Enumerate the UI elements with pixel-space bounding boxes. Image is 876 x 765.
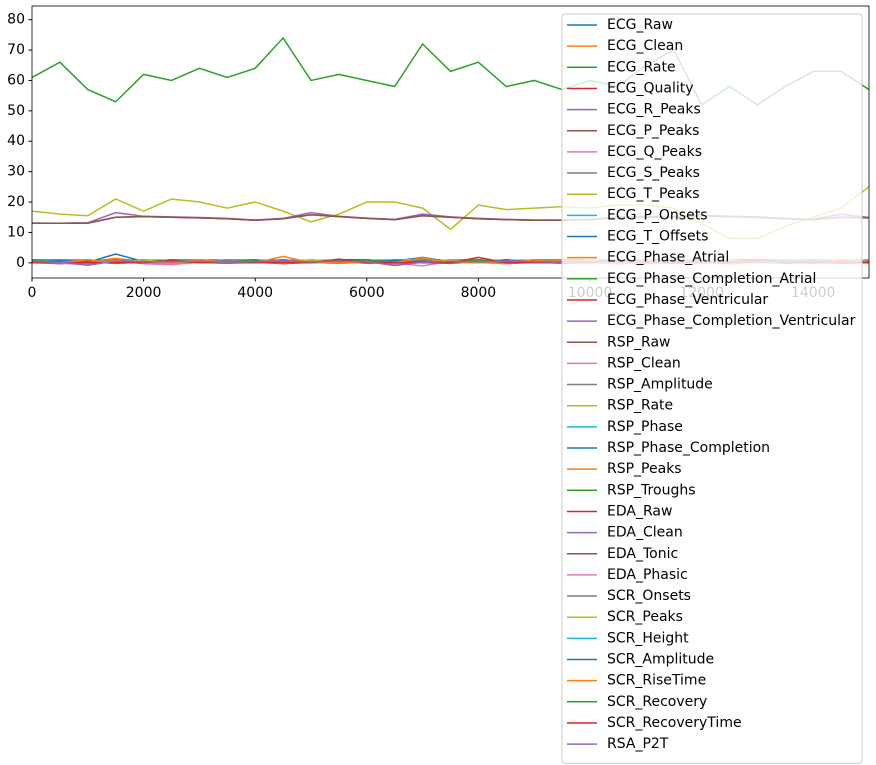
x-tick-label: 2000 <box>126 285 162 301</box>
x-tick-label: 4000 <box>237 285 273 301</box>
legend-label: EDA_Raw <box>607 503 672 519</box>
legend-label: EDA_Clean <box>607 525 683 541</box>
legend-label: SCR_Recovery <box>607 694 707 710</box>
legend-label: RSP_Troughs <box>607 482 696 498</box>
legend-label: ECG_Phase_Completion_Ventricular <box>607 313 856 329</box>
x-tick-label: 0 <box>28 285 37 301</box>
legend-label: ECG_Phase_Atrial <box>607 250 729 266</box>
legend-label: RSP_Rate <box>607 398 673 414</box>
legend-label: SCR_RecoveryTime <box>607 715 742 731</box>
legend-label: RSP_Raw <box>607 334 671 350</box>
legend-label: RSA_P2T <box>607 736 669 752</box>
legend-label: ECG_Q_Peaks <box>607 144 702 160</box>
legend-label: ECG_Phase_Ventricular <box>607 292 768 308</box>
legend-label: SCR_Height <box>607 630 689 646</box>
legend-label: ECG_P_Onsets <box>607 207 708 223</box>
legend-label: SCR_Peaks <box>607 609 683 625</box>
legend-label: EDA_Tonic <box>607 546 678 562</box>
legend-label: ECG_P_Peaks <box>607 123 699 139</box>
legend-label: ECG_R_Peaks <box>607 102 701 118</box>
y-tick-label: 0 <box>16 255 25 271</box>
y-tick-label: 70 <box>7 42 25 58</box>
x-tick-label: 6000 <box>349 285 385 301</box>
y-tick-label: 50 <box>7 103 25 119</box>
legend-label: ECG_Phase_Completion_Atrial <box>607 271 816 287</box>
y-tick-label: 40 <box>7 133 25 149</box>
legend-label: EDA_Phasic <box>607 567 688 583</box>
legend-label: RSP_Phase <box>607 419 683 435</box>
legend-label: SCR_Onsets <box>607 588 691 604</box>
legend-label: SCR_RiseTime <box>607 673 706 689</box>
legend-label: RSP_Clean <box>607 355 681 371</box>
legend-label: ECG_S_Peaks <box>607 165 700 181</box>
legend-label: ECG_Quality <box>607 80 694 96</box>
legend-label: ECG_Rate <box>607 59 676 75</box>
legend-box <box>561 13 863 764</box>
legend-label: ECG_Clean <box>607 38 683 54</box>
legend-label: ECG_T_Offsets <box>607 229 708 245</box>
x-tick-label: 8000 <box>461 285 497 301</box>
legend-label: RSP_Phase_Completion <box>607 440 770 456</box>
y-tick-label: 20 <box>7 194 25 210</box>
legend-label: ECG_T_Peaks <box>607 186 700 202</box>
legend-label: SCR_Amplitude <box>607 652 714 668</box>
legend-label: RSP_Amplitude <box>607 377 713 393</box>
legend-label: RSP_Peaks <box>607 461 682 477</box>
legend-label: ECG_Raw <box>607 17 673 33</box>
y-tick-label: 80 <box>7 12 25 28</box>
y-tick-label: 60 <box>7 72 25 88</box>
y-tick-label: 30 <box>7 164 25 180</box>
y-tick-label: 10 <box>7 224 25 240</box>
plot-frame <box>31 5 870 279</box>
